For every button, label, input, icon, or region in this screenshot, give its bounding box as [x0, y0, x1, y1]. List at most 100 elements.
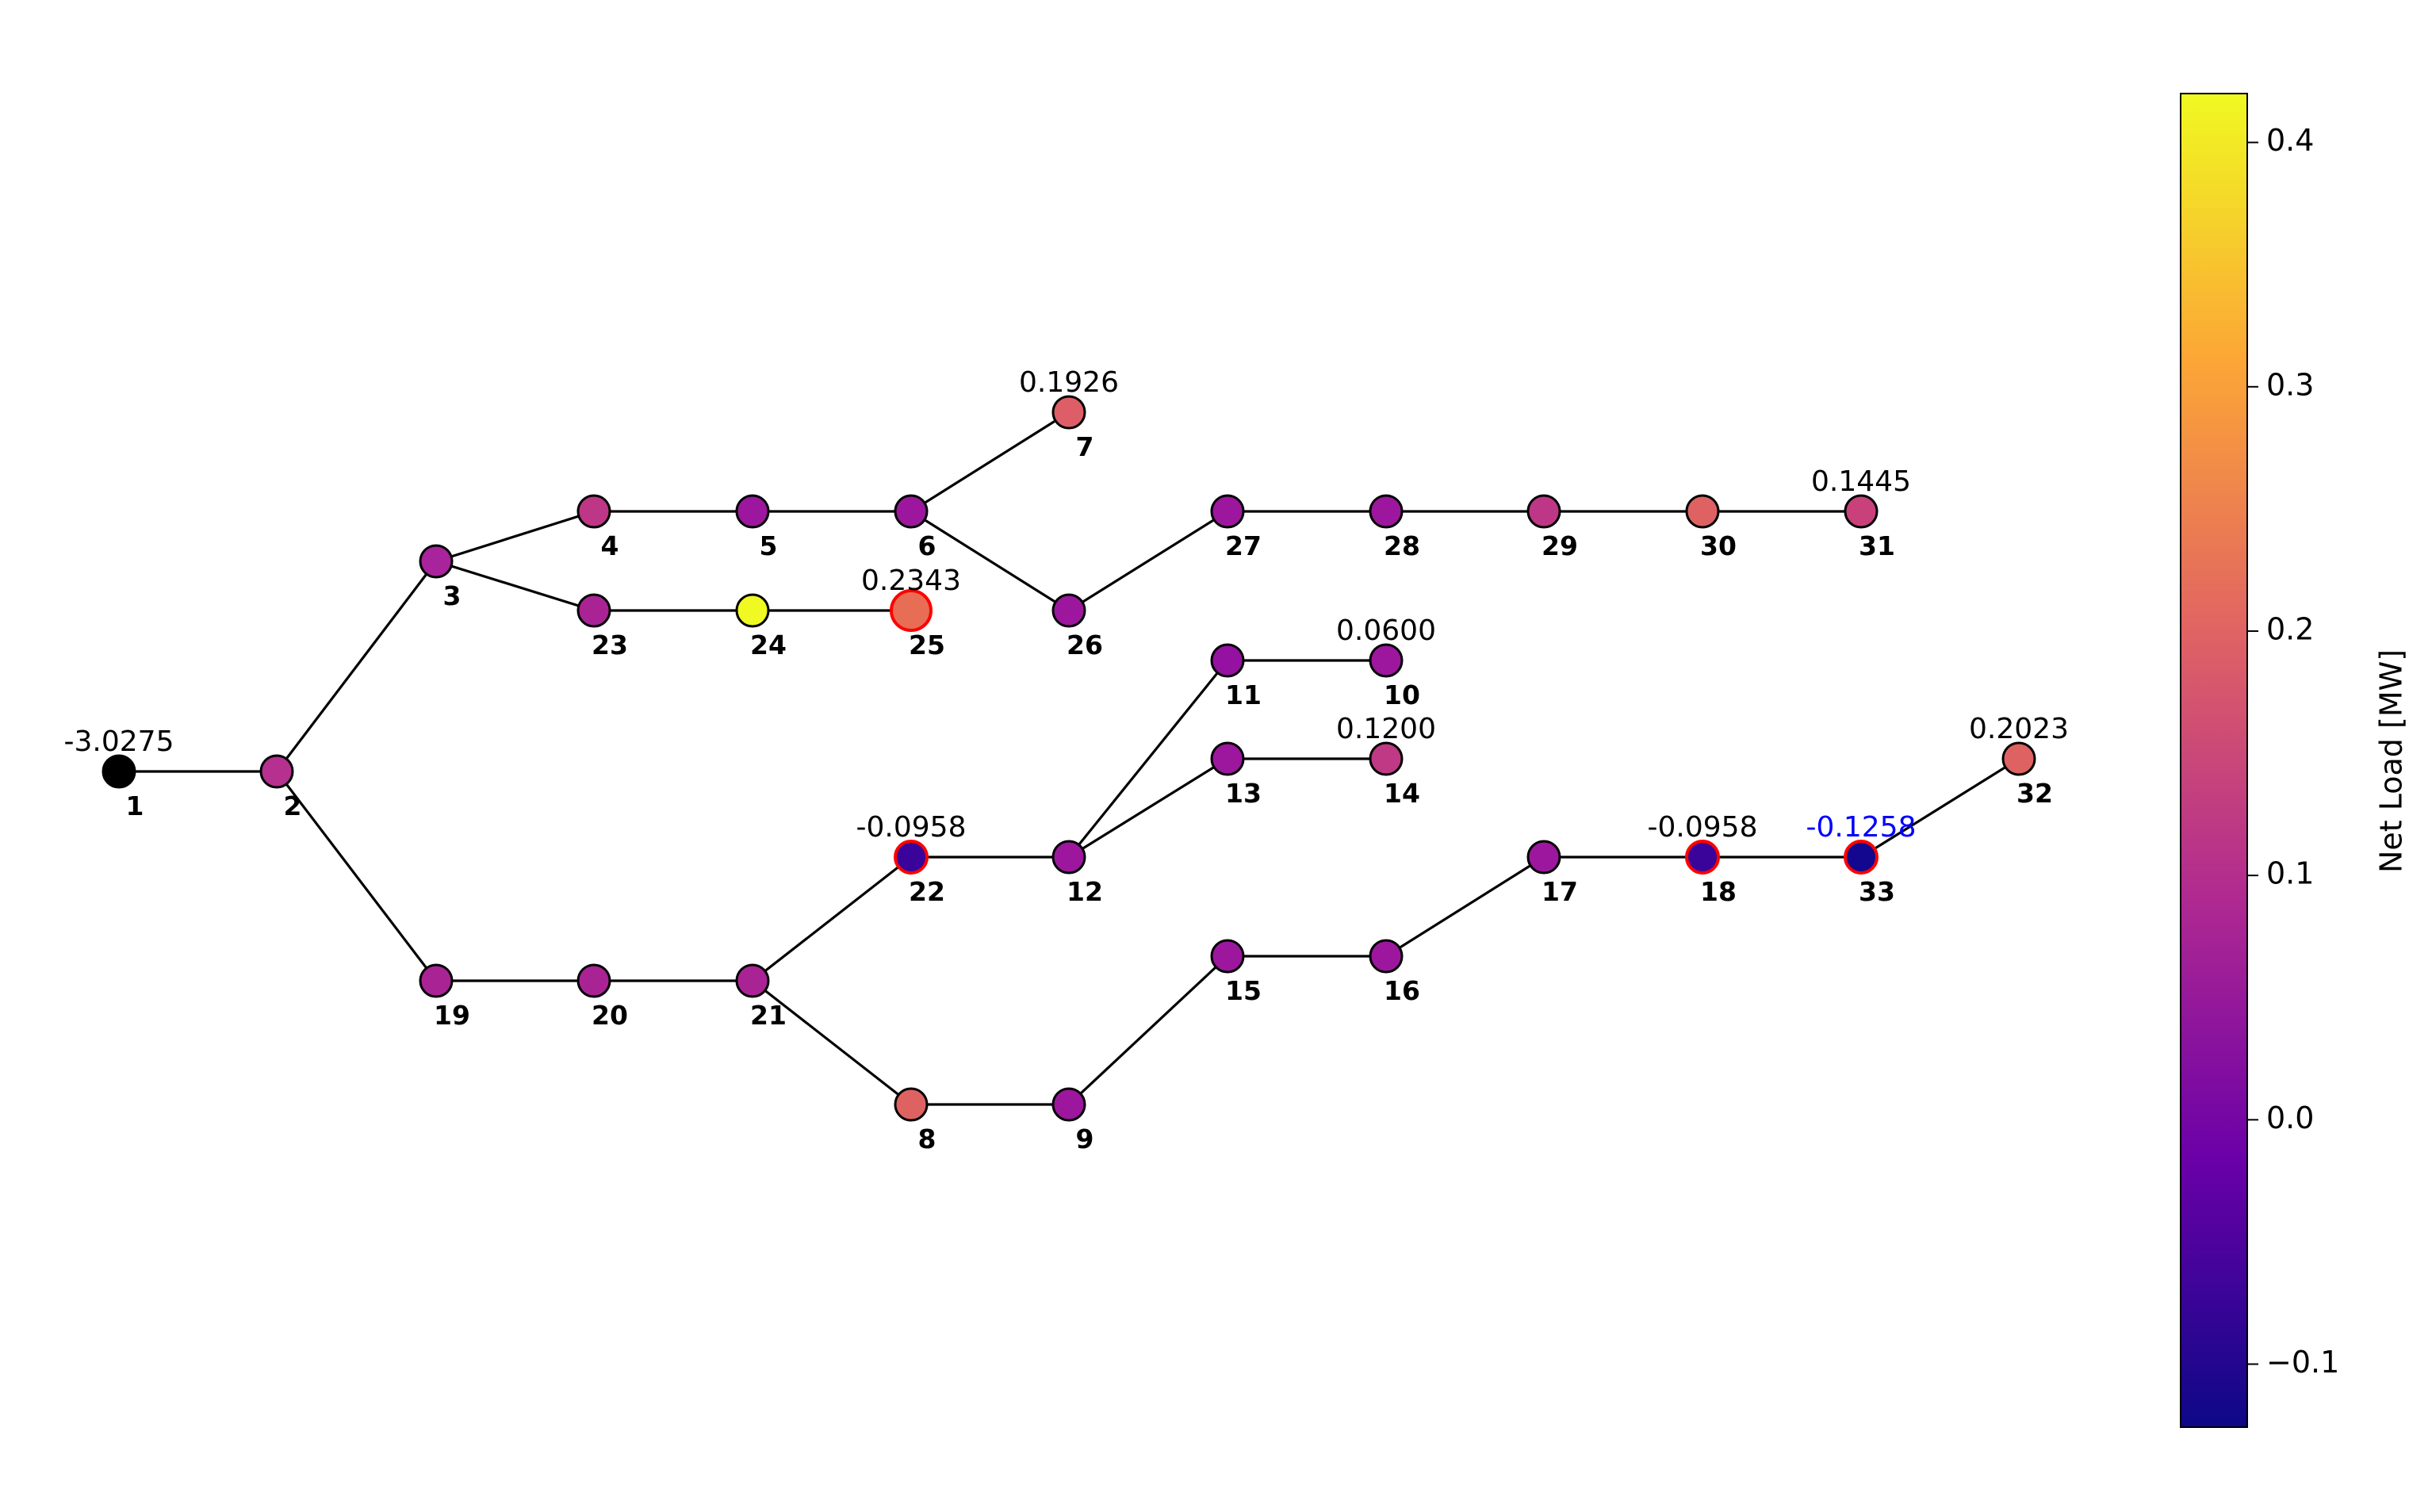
node-id-label: 12: [1067, 876, 1103, 907]
node-load-annotation: 0.2343: [861, 565, 961, 597]
node-8: [894, 1087, 929, 1122]
node-id-label: 1: [126, 790, 144, 821]
colorbar-tick-label: 0.1: [2266, 856, 2314, 891]
node-9: [1051, 1087, 1086, 1122]
node-id-label: 30: [1700, 530, 1737, 561]
edge-21-22: [752, 856, 912, 982]
node-id-label: 13: [1225, 778, 1262, 809]
node-25: [890, 589, 933, 632]
edge-6-26: [910, 510, 1070, 612]
node-load-annotation: -0.1258: [1806, 811, 1917, 844]
node-28: [1369, 494, 1404, 529]
colorbar-tick-label: −0.1: [2266, 1345, 2339, 1380]
node-id-label: 10: [1384, 679, 1420, 710]
node-23: [576, 593, 611, 628]
colorbar: 0.4 0.3 0.2 0.1 0.0 −0.1 Net Load [MW]: [2180, 93, 2409, 1428]
node-id-label: 11: [1225, 679, 1262, 710]
node-id-label: 5: [760, 530, 778, 561]
node-31: [1844, 494, 1879, 529]
node-7: [1051, 395, 1086, 430]
node-id-label: 6: [918, 530, 936, 561]
node-10: [1369, 643, 1404, 678]
node-id-label: 26: [1067, 630, 1103, 660]
node-id-label: 22: [909, 876, 945, 907]
node-id-label: 14: [1384, 778, 1420, 809]
edge-2-19: [275, 771, 438, 982]
node-load-annotation: -0.0958: [1648, 811, 1758, 844]
node-13: [1210, 741, 1245, 776]
node-id-label: 23: [592, 630, 628, 660]
node-5: [735, 494, 770, 529]
node-id-label: 28: [1384, 530, 1420, 561]
node-4: [576, 494, 611, 529]
node-20: [576, 963, 611, 998]
node-29: [1526, 494, 1561, 529]
node-load-annotation: 0.1200: [1336, 713, 1436, 745]
colorbar-tick-label: 0.0: [2266, 1101, 2314, 1135]
colorbar-ticks: 0.4 0.3 0.2 0.1 0.0 −0.1: [2247, 123, 2339, 1380]
edge-2-3: [275, 561, 438, 772]
node-27: [1210, 494, 1245, 529]
node-id-label: 2: [284, 790, 302, 821]
node-id-label: 3: [443, 580, 462, 611]
edge-12-11: [1067, 659, 1229, 859]
node-26: [1051, 593, 1086, 628]
node-id-label: 31: [1859, 530, 1895, 561]
colorbar-tick-label: 0.4: [2266, 123, 2314, 158]
node-id-label: 4: [601, 530, 619, 561]
node-2: [259, 754, 294, 789]
edge-3-4: [435, 510, 595, 563]
node-id-label: 8: [918, 1123, 936, 1154]
node-22: [894, 840, 929, 875]
node-30: [1685, 494, 1720, 529]
node-load-annotation: 0.1445: [1811, 465, 1911, 498]
node-id-label: 19: [434, 1000, 470, 1031]
edge-6-7: [910, 411, 1070, 513]
node-id-label: 33: [1859, 876, 1895, 907]
node-id-label: 18: [1700, 876, 1737, 907]
node-6: [894, 494, 929, 529]
edge-3-23: [435, 560, 595, 612]
node-14: [1369, 741, 1404, 776]
node-id-label: 24: [750, 630, 787, 660]
node-15: [1210, 939, 1245, 974]
node-load-annotation: -0.0958: [856, 811, 967, 844]
node-18: [1685, 840, 1720, 875]
edge-33-32: [1860, 757, 2020, 859]
edges-layer: [119, 411, 2020, 1106]
node-id-label: 16: [1384, 975, 1420, 1006]
node-id-label: 17: [1542, 876, 1578, 907]
node-17: [1526, 840, 1561, 875]
node-id-label: 21: [750, 1000, 787, 1031]
edge-21-8: [752, 979, 912, 1106]
node-id-label: 29: [1542, 530, 1578, 561]
node-load-annotation: -3.0275: [64, 725, 174, 758]
node-16: [1369, 939, 1404, 974]
edge-9-15: [1067, 955, 1229, 1106]
node-id-label: 9: [1076, 1123, 1094, 1154]
node-12: [1051, 840, 1086, 875]
node-11: [1210, 643, 1245, 678]
node-id-label: 25: [909, 630, 945, 660]
colorbar-label: Net Load [MW]: [2374, 649, 2409, 873]
node-33: [1844, 840, 1879, 875]
edge-26-27: [1068, 510, 1228, 612]
node-load-annotation: 0.0600: [1336, 614, 1436, 647]
node-24: [735, 593, 770, 628]
node-32: [2001, 741, 2036, 776]
edge-12-13: [1068, 757, 1228, 859]
colorbar-tick-label: 0.2: [2266, 611, 2314, 646]
colorbar-gradient: [2180, 93, 2248, 1428]
node-id-label: 20: [592, 1000, 628, 1031]
edge-16-17: [1385, 856, 1545, 958]
node-1: [101, 754, 136, 789]
colorbar-tick-label: 0.3: [2266, 367, 2314, 402]
nodes-layer: [101, 395, 2036, 1122]
node-id-label: 7: [1076, 431, 1094, 462]
node-load-annotation: 0.1926: [1019, 366, 1119, 399]
node-id-label: 27: [1225, 530, 1262, 561]
node-21: [735, 963, 770, 998]
node-load-annotation: 0.2023: [1969, 713, 2069, 745]
